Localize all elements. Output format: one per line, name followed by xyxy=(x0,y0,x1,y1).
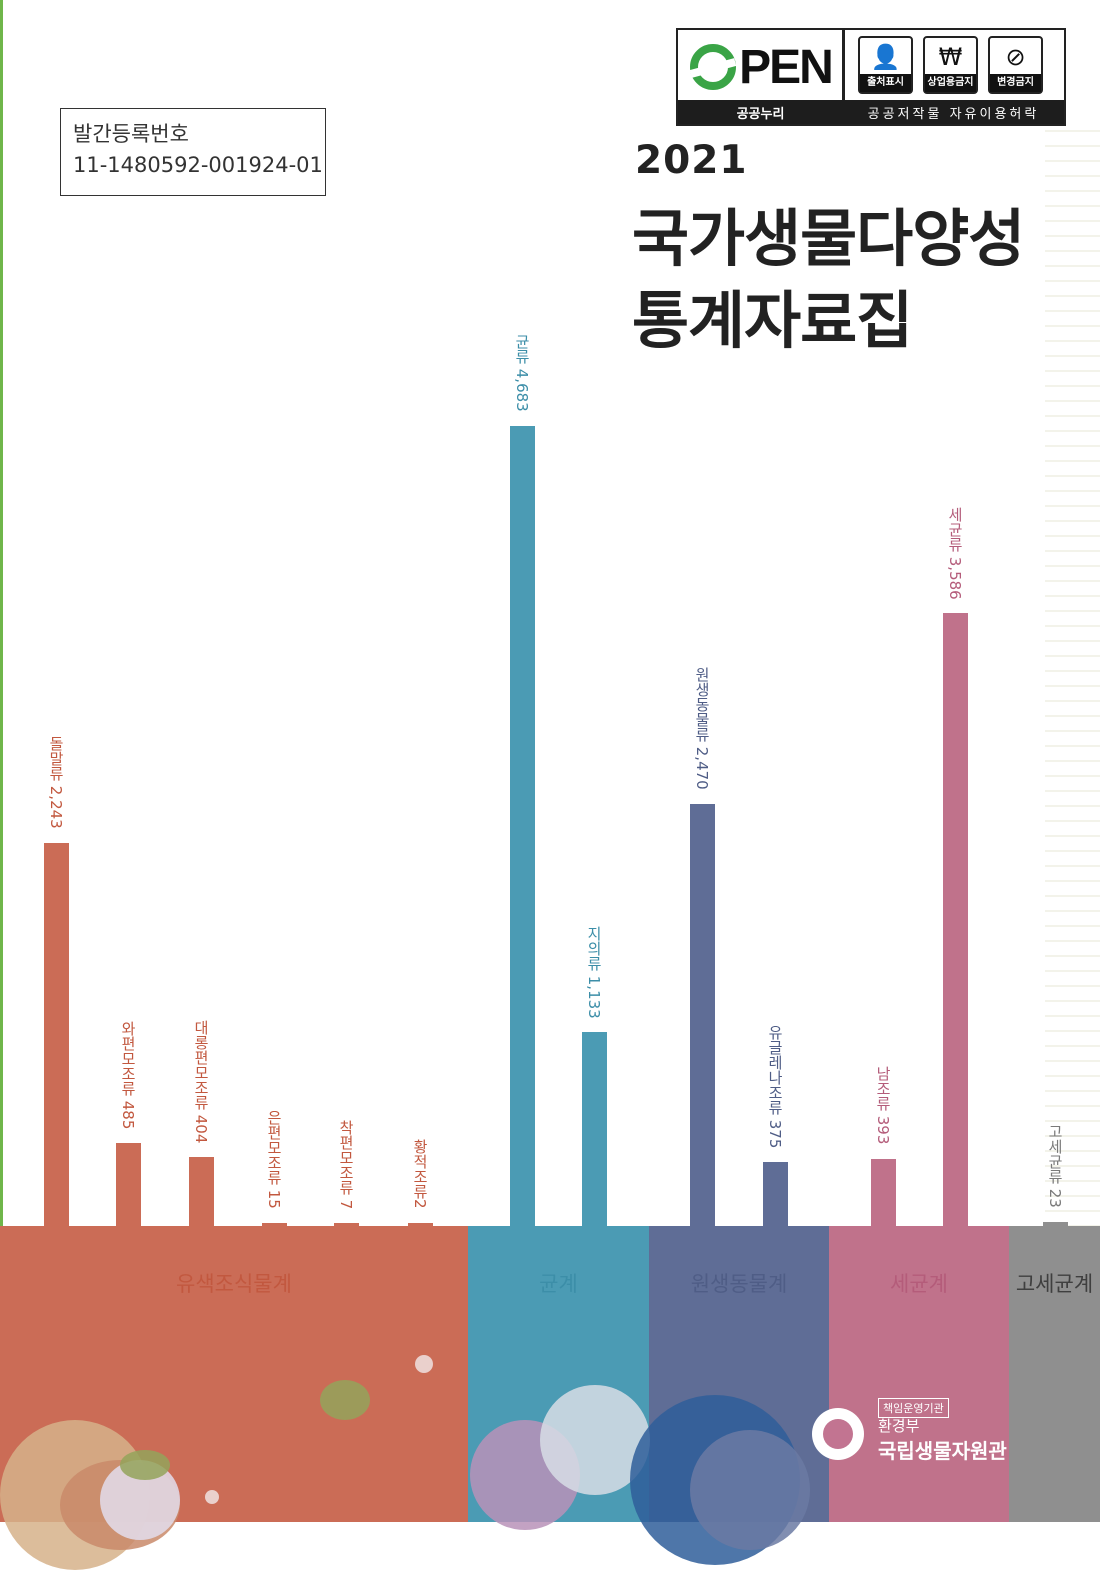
bar-4-0 xyxy=(1043,1222,1068,1226)
registration-number: 11-1480592-001924-01 xyxy=(73,153,323,177)
cover-year: 2021 xyxy=(635,138,748,183)
agency-emblem-icon xyxy=(812,1408,864,1460)
bar-label: 균류 4,683 xyxy=(513,334,531,412)
license-footer-right: 공공저작물 자유이용허락 xyxy=(867,106,1040,122)
bar-1-1 xyxy=(582,1032,607,1226)
noncommercial-icon-glyph: ₩ xyxy=(938,43,963,71)
kingdom-label: 세균계 xyxy=(890,1272,948,1296)
bar-0-1 xyxy=(116,1143,141,1226)
bar-label: 대롱편모조류 404 xyxy=(192,1019,210,1143)
cover-title-line2: 통계자료집 xyxy=(632,284,913,357)
bar-label: 은편모조류 15 xyxy=(265,1110,283,1209)
license-divider xyxy=(842,30,845,102)
noncommercial-icon: ₩ 상업용금지 xyxy=(923,36,978,94)
bar-label: 지의류 1,133 xyxy=(585,925,603,1019)
license-icon-label: 변경금지 xyxy=(990,74,1041,92)
cover-title: 국가생물다양성 통계자료집 xyxy=(632,198,1025,362)
bar-label: 원생동물류 2,470 xyxy=(693,667,711,791)
bar-3-0 xyxy=(871,1158,896,1226)
attribution-icon: 👤 출처표시 xyxy=(858,36,913,94)
bar-3-1 xyxy=(943,613,968,1226)
open-logo: PEN xyxy=(682,34,840,100)
license-icons: 👤 출처표시 ₩ 상업용금지 ⊘ 변경금지 xyxy=(858,36,1043,94)
bar-2-1 xyxy=(763,1161,788,1226)
open-o-icon xyxy=(690,44,737,90)
agency-ministry: 환경부 xyxy=(878,1417,920,1435)
license-icon-label: 출처표시 xyxy=(860,74,911,92)
kingdom-label: 유색조식물계 xyxy=(176,1272,292,1296)
decorative-illustration xyxy=(415,1355,433,1373)
no-derivatives-icon: ⊘ 변경금지 xyxy=(988,36,1043,94)
cover-title-line1: 국가생물다양성 xyxy=(632,202,1025,275)
license-footer: 공공누리 공공저작물 자유이용허락 xyxy=(678,100,1064,124)
agency-org: 국립생물자원관 xyxy=(878,1439,1007,1463)
bar-0-0 xyxy=(44,842,69,1226)
kingdom-band: 세균계 xyxy=(829,1226,1009,1522)
license-footer-left: 공공누리 xyxy=(736,106,785,122)
bar-2-0 xyxy=(690,804,715,1226)
bar-label: 남조류 393 xyxy=(874,1066,892,1145)
bar-0-4 xyxy=(334,1223,359,1226)
left-accent-line xyxy=(0,0,3,1226)
kingdom-label: 원생동물계 xyxy=(690,1272,788,1296)
bar-label: 황적조류2 xyxy=(411,1139,429,1209)
bar-0-5 xyxy=(408,1223,433,1226)
decorative-illustration xyxy=(690,1430,810,1550)
attribution-icon-glyph: 👤 xyxy=(870,43,901,71)
decorative-stripes xyxy=(1045,130,1100,1226)
bar-label: 유글레나조류 375 xyxy=(766,1024,784,1148)
license-icon-label: 상업용금지 xyxy=(925,74,976,92)
decorative-illustration xyxy=(120,1450,170,1480)
bar-label: 세균류 3,586 xyxy=(946,506,964,600)
open-license-badge: PEN 👤 출처표시 ₩ 상업용금지 ⊘ 변경금지 공공누리 공공저작물 자유이용허락 xyxy=(676,28,1066,126)
bar-label: 돌말류 2,243 xyxy=(47,736,65,829)
no-derivatives-icon-glyph: ⊘ xyxy=(1005,43,1026,71)
bar-0-3 xyxy=(262,1223,287,1226)
bar-1-0 xyxy=(510,426,535,1226)
open-logo-text: PEN xyxy=(739,40,834,94)
kingdom-label: 균계 xyxy=(539,1272,578,1296)
bar-label: 와편모조류 485 xyxy=(119,1020,137,1130)
bar-label: 고세균류 23 xyxy=(1046,1124,1064,1209)
kingdom-band: 고세균계 xyxy=(1009,1226,1100,1522)
registration-label: 발간등록번호 xyxy=(73,122,189,146)
bar-label: 착편모조류 7 xyxy=(337,1119,355,1209)
bar-0-2 xyxy=(189,1156,214,1226)
decorative-illustration xyxy=(320,1380,370,1420)
agency-tag: 책임운영기관 xyxy=(878,1398,949,1418)
registration-box: 발간등록번호 11-1480592-001924-01 xyxy=(60,108,326,196)
kingdom-label: 고세균계 xyxy=(1015,1272,1094,1296)
decorative-illustration xyxy=(205,1490,219,1504)
